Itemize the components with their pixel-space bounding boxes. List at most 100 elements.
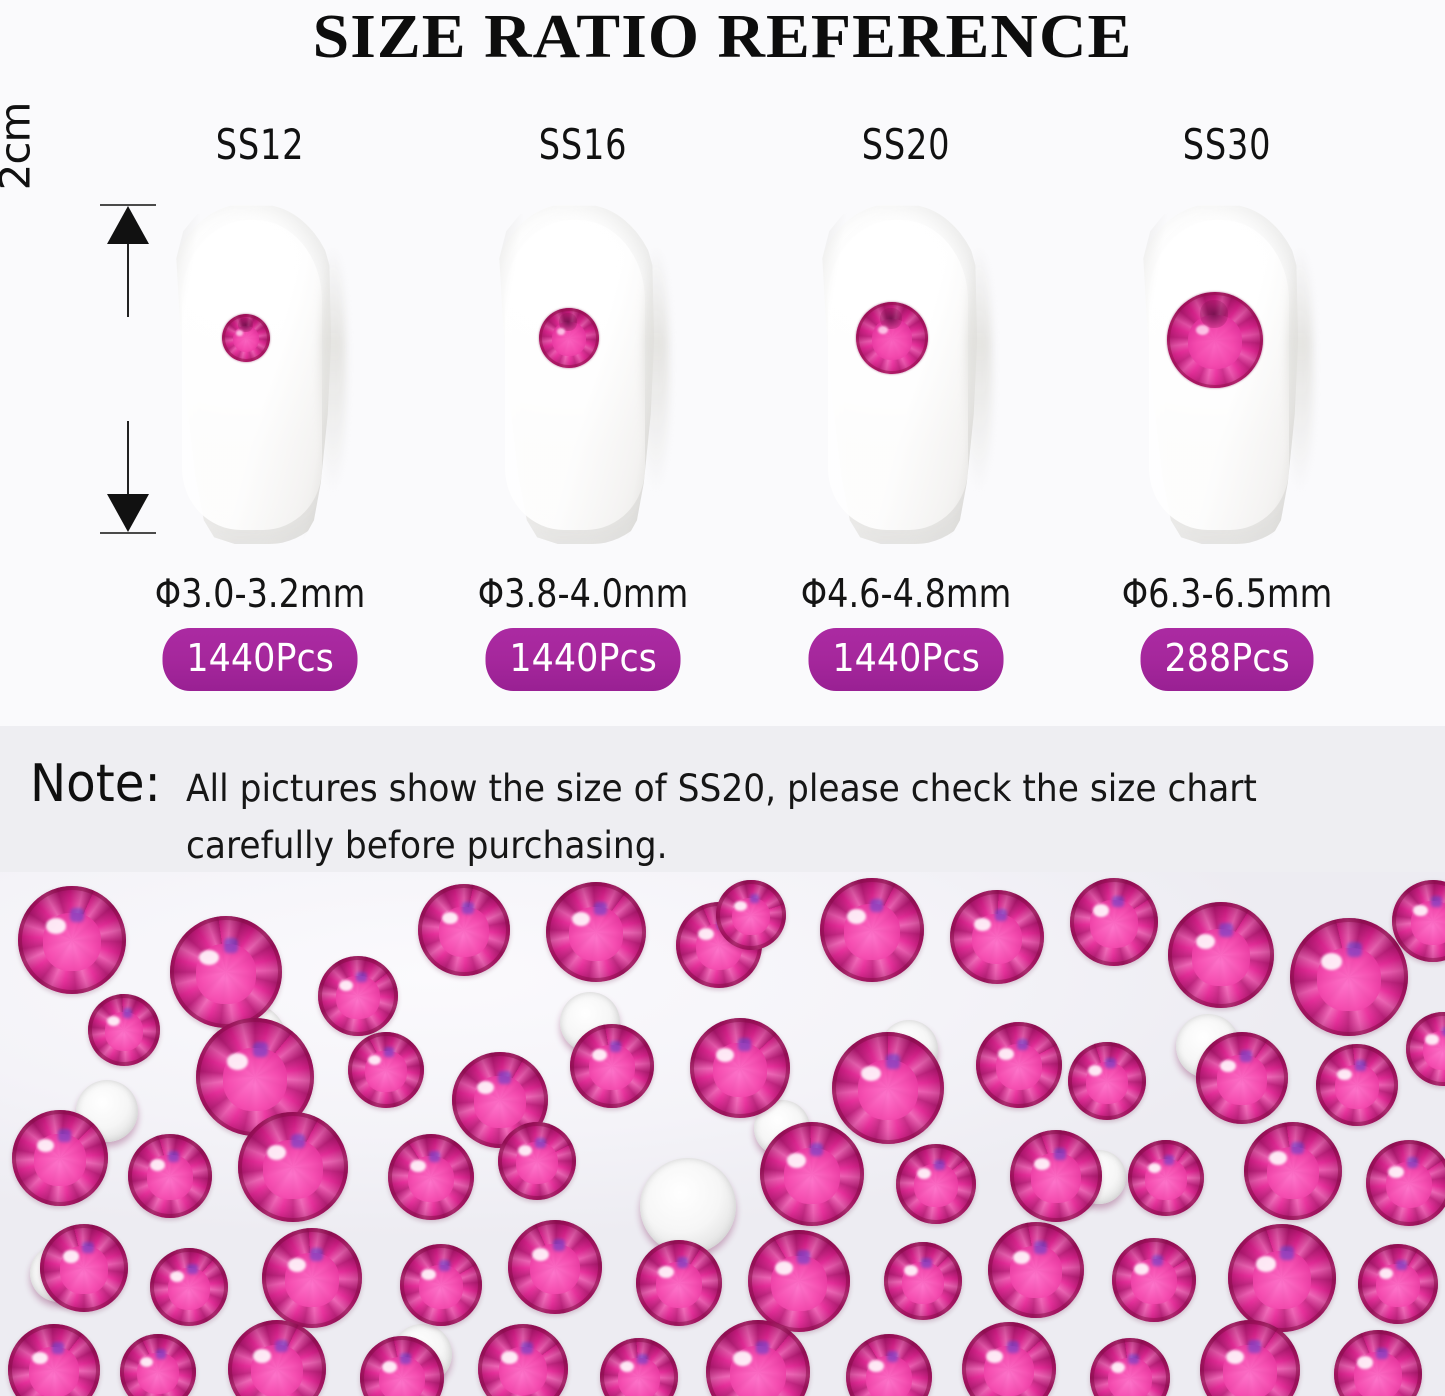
rhinestone-blue-flash	[1355, 1060, 1367, 1072]
rhinestone-blue-flash	[356, 972, 367, 983]
rhinestone	[942, 882, 1052, 992]
rhinestone	[992, 1112, 1120, 1240]
note-band: Note: All pictures show the size of SS20…	[0, 726, 1445, 872]
rhinestone-rim	[896, 1144, 976, 1224]
rhinestone	[154, 900, 298, 1044]
rhinestone-highlight	[288, 1258, 306, 1272]
rhinestone-rim	[950, 890, 1044, 984]
rhinestone-rim	[228, 1320, 326, 1396]
rhinestone-rim	[760, 1122, 864, 1226]
nail-rim	[176, 205, 332, 544]
rhinestone-highlight	[1033, 1157, 1051, 1171]
rhinestone-rim	[600, 1338, 678, 1396]
rhinestone-blue-flash	[1218, 923, 1233, 937]
rhinestone-highlight	[410, 1159, 426, 1172]
quantity-badge-row: 288Pcs	[1077, 628, 1377, 691]
rhinestone-rim	[1290, 918, 1408, 1036]
rhinestone-highlight	[1219, 1059, 1237, 1073]
rhinestone	[79, 985, 169, 1075]
rhinestone-rim	[636, 1240, 722, 1326]
note-label: Note:	[30, 754, 161, 814]
rhinestone	[1230, 1108, 1356, 1234]
rhinestone-blue-flash	[1376, 1347, 1388, 1360]
rhinestone-rim	[690, 1018, 790, 1118]
rhinestone-blue-flash	[156, 1349, 167, 1360]
quantity-badge: 1440Pcs	[162, 628, 358, 691]
rhinestone	[670, 998, 810, 1138]
rhinestone-rim	[748, 1230, 850, 1332]
rhinestone	[224, 1098, 362, 1236]
rhinestone-rim	[262, 1228, 362, 1328]
rhinestone-highlight	[1012, 1250, 1031, 1265]
rhinestone-highlight	[381, 1361, 397, 1373]
rhinestone-rim	[820, 878, 924, 982]
rhinestone	[1115, 1127, 1217, 1229]
nail-rim	[822, 205, 978, 544]
rhinestone	[1051, 872, 1177, 985]
rhinestone-blue-flash	[1396, 1260, 1407, 1271]
rhinestone-blue-flash	[921, 1257, 932, 1268]
rhinestone-blue-flash	[82, 1241, 94, 1254]
rhinestone-highlight	[572, 912, 590, 926]
gem-sparkle	[877, 326, 888, 335]
rhinestone-highlight	[1226, 1350, 1244, 1364]
rhinestone-highlight	[974, 918, 992, 932]
rhinestone-highlight	[591, 1049, 607, 1061]
rhinestone	[1305, 1033, 1409, 1137]
rhinestone-blue-flash	[1240, 1050, 1253, 1063]
rhinestone-highlight	[1378, 1268, 1394, 1280]
rhinestone	[623, 1227, 735, 1339]
rhinestone-blue-flash	[553, 1238, 566, 1252]
rhinestone-blue-flash	[252, 1041, 268, 1057]
rhinestone-rim	[1128, 1140, 1204, 1216]
rhinestone-rim	[1196, 1032, 1288, 1124]
rhinestone	[301, 939, 415, 1053]
quantity-badge: 1440Pcs	[485, 628, 681, 691]
rhinestone-blue-flash	[168, 1150, 180, 1162]
rhinestone-highlight	[226, 1053, 248, 1070]
rhinestone	[1316, 1312, 1440, 1396]
rhinestone	[529, 872, 663, 999]
gem-shadow	[559, 312, 578, 331]
rhinestone	[868, 1226, 978, 1336]
gem-shadow	[880, 307, 903, 330]
rhinestone-gem	[856, 302, 928, 374]
size-name-label: SS30	[1182, 120, 1272, 169]
rhinestone-highlight	[1337, 1068, 1353, 1081]
rhinestone-blue-flash	[69, 907, 84, 922]
rhinestone-highlight	[149, 1159, 165, 1171]
rhinestone-blue-flash	[1152, 1254, 1164, 1266]
rhinestone	[1182, 1018, 1302, 1138]
rhinestone-highlight	[62, 1250, 79, 1263]
rhinestone-highlight	[1147, 1162, 1162, 1174]
rhinestone-highlight	[847, 909, 866, 924]
rhinestone-blue-flash	[1128, 1354, 1139, 1365]
rhinestone-blue-flash	[1248, 1340, 1261, 1353]
rhinestone-rim	[318, 956, 398, 1036]
size-diameter-label: Φ3.0-3.2mm	[154, 572, 366, 617]
rhinestone-blue-flash	[887, 1351, 899, 1363]
rhinestone	[418, 884, 510, 976]
rhinestone-blue-flash	[637, 1353, 648, 1364]
size-name-label: SS16	[538, 120, 628, 169]
rhinestone-rim	[1068, 1042, 1146, 1120]
rhinestone-blue-flash	[462, 902, 475, 915]
rhinestone-rim	[1070, 878, 1158, 966]
rhinestone-rim	[8, 1324, 100, 1396]
rhinestone-blue-flash	[400, 1352, 412, 1364]
rhinestone	[590, 1328, 688, 1396]
rhinestone-blue-flash	[52, 1342, 65, 1355]
rhinestone-highlight	[170, 1271, 185, 1283]
rhinestone-highlight	[904, 1265, 919, 1277]
ruler-cap-top	[100, 204, 156, 206]
rhinestone-highlight	[1320, 953, 1342, 970]
rhinestone-blue-flash	[1431, 896, 1443, 908]
rhinestone-highlight	[1110, 1362, 1126, 1374]
rhinestone-blue-flash	[796, 1250, 811, 1264]
rhinestone	[1094, 1220, 1214, 1340]
gem-rim	[1167, 292, 1263, 388]
size-ratio-section: SIZE RATIO REFERENCE 2cm SS12	[0, 3, 1377, 691]
rhinestone	[370, 1116, 492, 1238]
rhinestone-highlight	[338, 980, 354, 992]
rhinestone-blue-flash	[1279, 1245, 1294, 1260]
